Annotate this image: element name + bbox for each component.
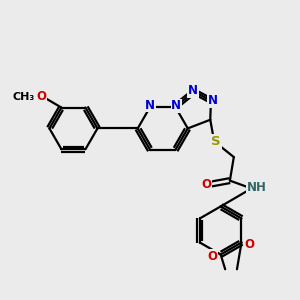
Text: O: O bbox=[37, 90, 47, 103]
Text: NH: NH bbox=[246, 181, 266, 194]
Text: N: N bbox=[145, 99, 155, 112]
Text: S: S bbox=[211, 135, 221, 148]
Text: O: O bbox=[201, 178, 211, 191]
Text: O: O bbox=[244, 238, 254, 251]
Text: N: N bbox=[208, 94, 218, 107]
Text: O: O bbox=[208, 250, 218, 263]
Text: N: N bbox=[171, 99, 181, 112]
Text: CH₃: CH₃ bbox=[12, 92, 34, 102]
Text: N: N bbox=[188, 84, 198, 97]
